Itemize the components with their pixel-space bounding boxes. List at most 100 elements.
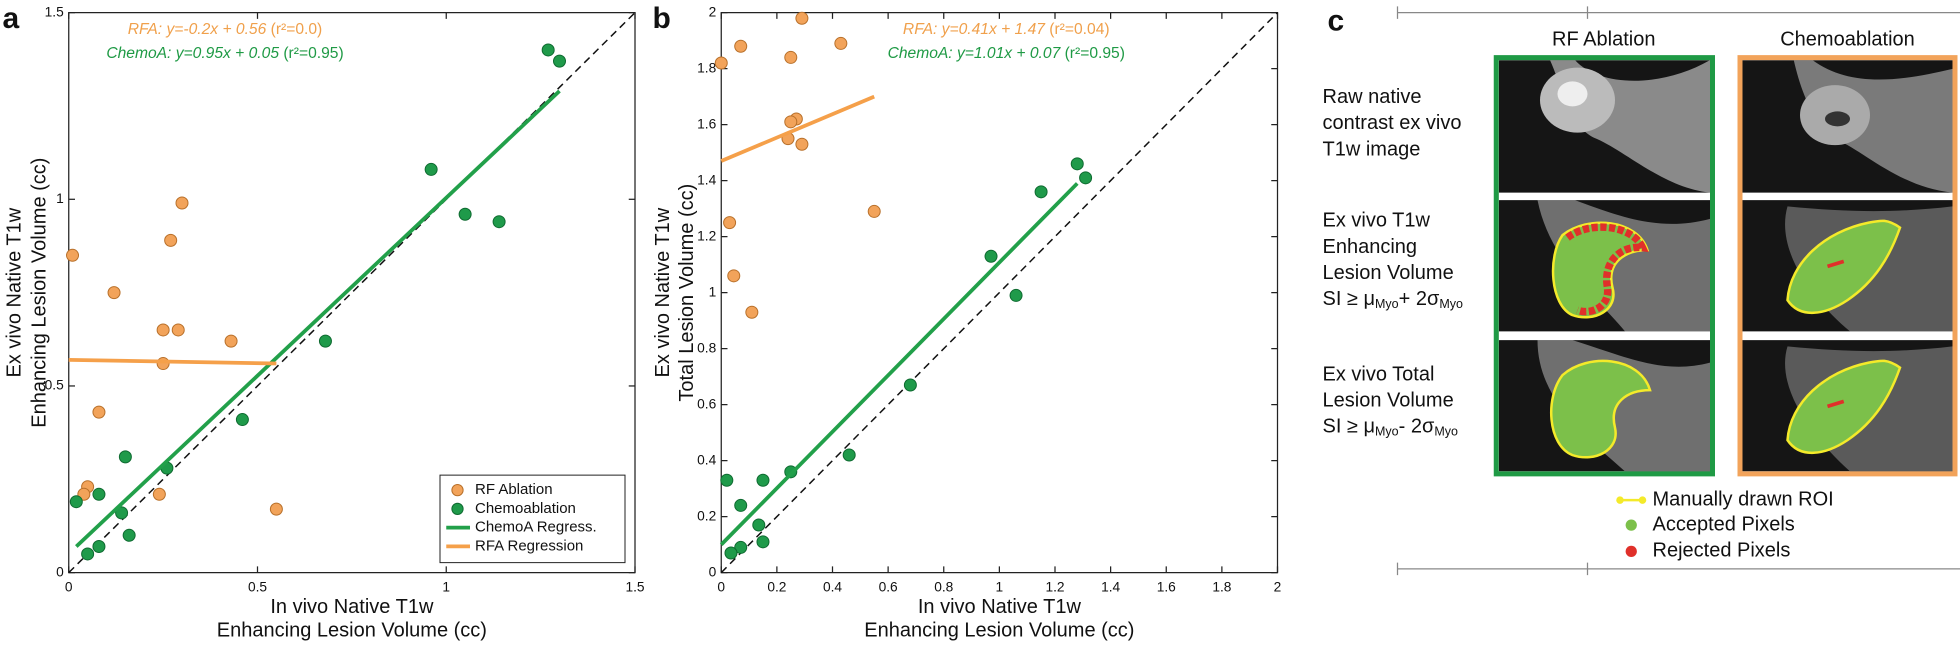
formula-part: SI ≥ μ (1323, 288, 1376, 310)
x-axis-label: In vivo Native T1w (270, 596, 434, 618)
legend-label: Rejected Pixels (1653, 540, 1791, 562)
y-tick-label: 0.4 (697, 452, 716, 467)
data-point (835, 37, 847, 49)
formula-part: SI ≥ μ (1323, 416, 1376, 438)
row-label: Ex vivo T1w (1323, 210, 1431, 232)
x-axis-label: Enhancing Lesion Volume (cc) (864, 620, 1134, 642)
row-label: Ex vivo Total (1323, 363, 1435, 385)
panel-label: b (653, 2, 671, 35)
annotation-r2: (r²=0.04) (1049, 21, 1109, 38)
data-point (728, 270, 740, 282)
x-tick-label: 1.4 (1101, 579, 1120, 594)
formula-sub: Myo (1375, 297, 1399, 311)
x-tick-label: 1.6 (1157, 579, 1176, 594)
formula-part: + 2σ (1399, 288, 1440, 310)
x-axis-label: Enhancing Lesion Volume (cc) (217, 620, 487, 642)
regression-line (721, 97, 874, 161)
identity-line (721, 13, 1277, 573)
data-point (785, 51, 797, 63)
data-point (493, 216, 505, 228)
annotation-equation: RFA: y=-0.2x + 0.56 (128, 21, 267, 38)
data-point (725, 547, 737, 559)
legend-marker (452, 503, 463, 514)
data-point (753, 519, 765, 531)
annotation: ChemoA: y=0.95x + 0.05 (r²=0.95) (106, 45, 343, 62)
y-axis-label: Ex vivo Native T1w (3, 207, 25, 377)
row-label: Enhancing (1323, 236, 1418, 258)
data-point (1035, 186, 1047, 198)
annotation: RFA: y=0.41x + 1.47 (r²=0.04) (903, 21, 1110, 38)
x-tick-label: 1 (442, 579, 450, 594)
data-point (157, 358, 169, 370)
y-tick-label: 0.8 (697, 340, 716, 355)
x-tick-label: 1.5 (625, 579, 644, 594)
data-point (67, 249, 79, 261)
data-point (1071, 158, 1083, 170)
row-label: contrast ex vivo (1323, 112, 1462, 134)
formula-part: - 2σ (1399, 416, 1435, 438)
formula-sub: Myo (1439, 297, 1463, 311)
panel-label: a (3, 2, 20, 35)
data-point (425, 163, 437, 175)
row-formula: SI ≥ μMyo+ 2σMyo (1323, 288, 1464, 311)
x-tick-label: 0 (717, 579, 725, 594)
data-point (172, 324, 184, 336)
legend-label: ChemoA Regress. (475, 519, 597, 536)
legend-marker (1639, 496, 1647, 504)
legend-label: RFA Regression (475, 537, 583, 554)
data-point (119, 451, 131, 463)
annotation-r2: (r²=0.95) (283, 45, 343, 62)
legend-label: Manually drawn ROI (1653, 488, 1834, 510)
x-tick-label: 1 (996, 579, 1004, 594)
data-point (715, 57, 727, 69)
column-header: RF Ablation (1552, 28, 1655, 50)
x-tick-label: 0.8 (934, 579, 953, 594)
x-tick-label: 0.6 (879, 579, 898, 594)
row-label: Lesion Volume (1323, 262, 1454, 284)
row-label: Lesion Volume (1323, 390, 1454, 412)
row-formula: SI ≥ μMyo- 2σMyo (1323, 416, 1458, 439)
data-point (843, 449, 855, 461)
legend-marker (1626, 546, 1637, 557)
data-point (554, 55, 566, 67)
y-tick-label: 0 (709, 564, 717, 579)
data-point (165, 234, 177, 246)
y-tick-label: 1.4 (697, 172, 716, 187)
panel-label: c (1328, 5, 1345, 38)
x-tick-label: 1.2 (1045, 579, 1064, 594)
annotation-equation: ChemoA: y=0.95x + 0.05 (106, 45, 279, 62)
y-axis-label: Total Lesion Volume (cc) (676, 184, 698, 402)
regression-line (69, 360, 277, 364)
data-point (985, 250, 997, 262)
data-point (93, 540, 105, 552)
y-axis-label: Enhancing Lesion Volume (cc) (28, 158, 50, 428)
y-tick-label: 0.6 (697, 396, 716, 411)
data-point (225, 335, 237, 347)
data-point (721, 474, 733, 486)
data-point (735, 40, 747, 52)
legend-label: Chemoablation (475, 500, 576, 517)
y-axis-label: Ex vivo Native T1w (652, 207, 674, 377)
y-tick-label: 1.6 (697, 116, 716, 131)
y-tick-label: 1 (709, 284, 717, 299)
legend-marker (1626, 520, 1637, 531)
data-point (236, 414, 248, 426)
data-point (108, 287, 120, 299)
y-tick-label: 1.8 (697, 60, 716, 75)
data-point (153, 488, 165, 500)
x-tick-label: 0.4 (823, 579, 842, 594)
x-tick-label: 0.2 (767, 579, 786, 594)
row-label: T1w image (1323, 138, 1421, 160)
data-point (724, 217, 736, 229)
annotation-equation: ChemoA: y=1.01x + 0.07 (888, 45, 1062, 62)
x-tick-label: 1.8 (1212, 579, 1231, 594)
annotation-r2: (r²=0.0) (271, 21, 323, 38)
x-axis-label: In vivo Native T1w (918, 596, 1082, 618)
data-point (904, 379, 916, 391)
annotation-equation: RFA: y=0.41x + 1.47 (903, 21, 1046, 38)
data-point (157, 324, 169, 336)
data-point (796, 138, 808, 150)
data-point (1010, 289, 1022, 301)
